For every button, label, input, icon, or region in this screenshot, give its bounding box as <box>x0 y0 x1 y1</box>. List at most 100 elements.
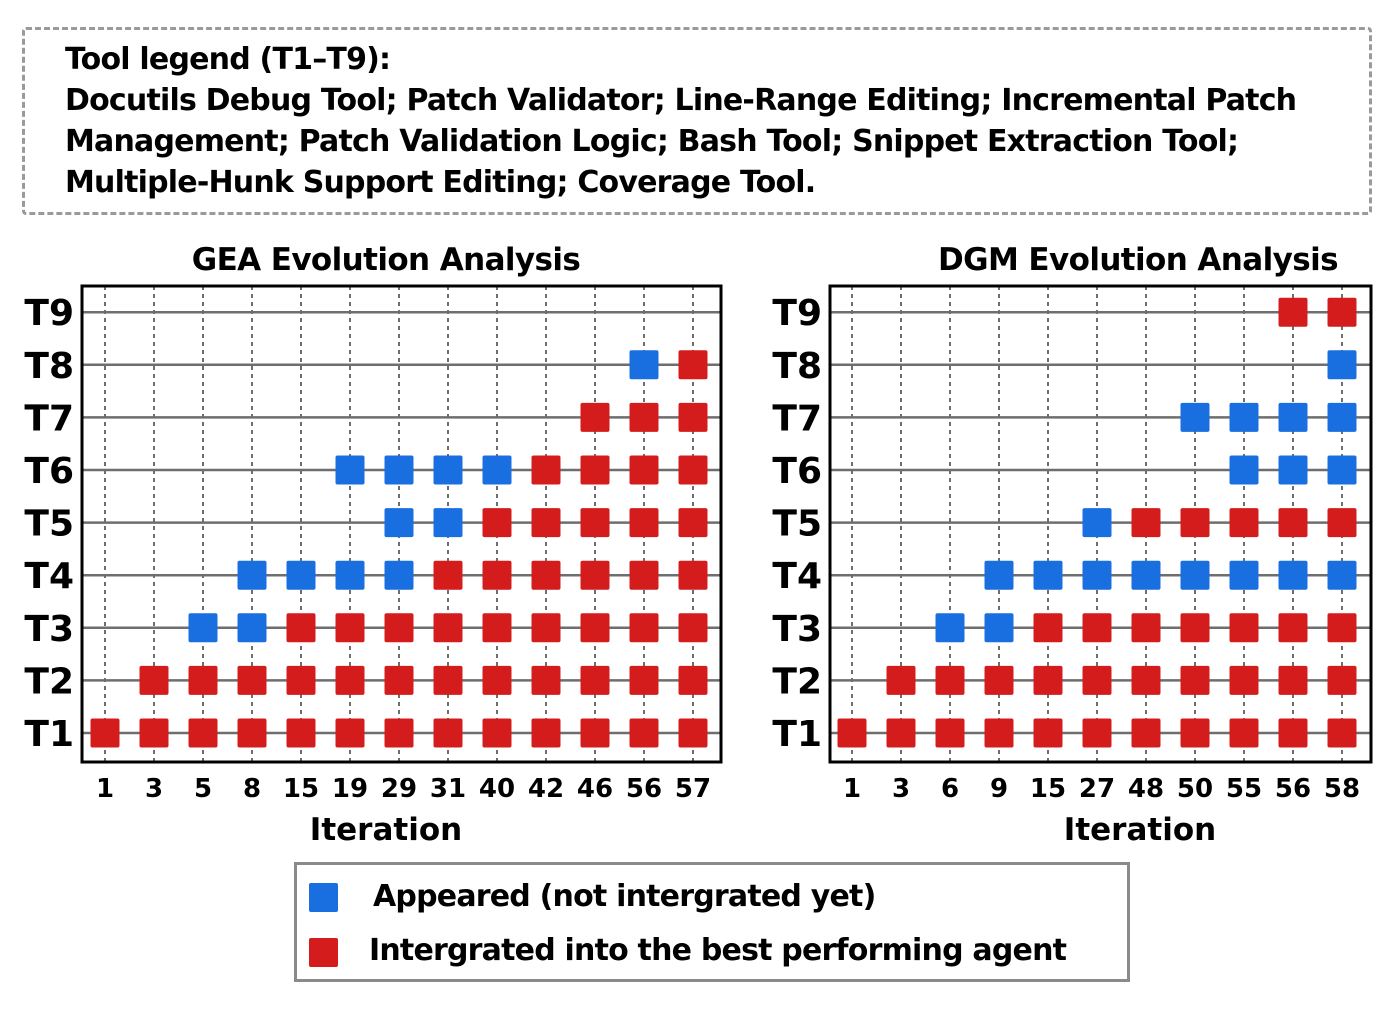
gea-marker-integrated-T4-56 <box>629 560 659 590</box>
gea-marker-integrated-T5-40 <box>482 508 512 538</box>
dgm-marker-appeared-T4-15 <box>1033 560 1063 590</box>
gea-marker-integrated-T1-56 <box>629 718 659 748</box>
dgm-marker-integrated-T2-15 <box>1033 665 1063 695</box>
gea-marker-integrated-T4-31 <box>433 560 463 590</box>
integrated-label: Intergrated into the best performing age… <box>369 933 1067 968</box>
dgm-marker-integrated-T5-58 <box>1327 508 1357 538</box>
gea-marker-appeared-T6-40 <box>482 455 512 485</box>
gea-marker-integrated-T2-5 <box>188 665 218 695</box>
gea-marker-integrated-T3-40 <box>482 613 512 643</box>
gea-marker-integrated-T2-19 <box>335 665 365 695</box>
gea-marker-integrated-T3-29 <box>384 613 414 643</box>
gea-marker-integrated-T4-57 <box>678 560 708 590</box>
gea-marker-integrated-T5-42 <box>531 508 561 538</box>
dgm-marker-integrated-T3-56 <box>1278 613 1308 643</box>
gea-xtick-29: 29 <box>381 774 417 804</box>
dgm-marker-integrated-T1-55 <box>1229 718 1259 748</box>
dgm-ytick-T4: T4 <box>772 556 822 597</box>
dgm-marker-integrated-T5-50 <box>1180 508 1210 538</box>
dgm-marker-integrated-T5-48 <box>1131 508 1161 538</box>
gea-marker-appeared-T3-8 <box>237 613 267 643</box>
gea-marker-integrated-T1-19 <box>335 718 365 748</box>
dgm-marker-integrated-T2-50 <box>1180 665 1210 695</box>
dgm-xtick-50: 50 <box>1177 774 1213 804</box>
gea-marker-integrated-T4-40 <box>482 560 512 590</box>
gea-marker-integrated-T1-42 <box>531 718 561 748</box>
gea-marker-appeared-T5-31 <box>433 508 463 538</box>
dgm-marker-appeared-T4-56 <box>1278 560 1308 590</box>
dgm-chart-title: DGM Evolution Analysis <box>938 242 1338 278</box>
gea-ytick-T9: T9 <box>24 293 74 334</box>
gea-marker-integrated-T4-46 <box>580 560 610 590</box>
integrated-swatch <box>309 938 338 967</box>
dgm-ytick-T6: T6 <box>772 451 822 492</box>
gea-marker-integrated-T1-40 <box>482 718 512 748</box>
dgm-xtick-9: 9 <box>990 774 1008 804</box>
gea-marker-integrated-T1-8 <box>237 718 267 748</box>
gea-xtick-46: 46 <box>577 774 613 804</box>
gea-marker-appeared-T3-5 <box>188 613 218 643</box>
dgm-marker-integrated-T2-58 <box>1327 665 1357 695</box>
dgm-ytick-T5: T5 <box>772 504 822 545</box>
gea-ytick-T3: T3 <box>24 609 74 650</box>
dgm-marker-integrated-T1-58 <box>1327 718 1357 748</box>
gea-marker-integrated-T6-56 <box>629 455 659 485</box>
dgm-marker-appeared-T4-9 <box>984 560 1014 590</box>
dgm-xtick-3: 3 <box>892 774 910 804</box>
dgm-marker-integrated-T1-50 <box>1180 718 1210 748</box>
dgm-ytick-T3: T3 <box>772 609 822 650</box>
dgm-marker-integrated-T1-15 <box>1033 718 1063 748</box>
gea-marker-integrated-T1-3 <box>139 718 169 748</box>
gea-marker-integrated-T6-46 <box>580 455 610 485</box>
gea-marker-appeared-T6-19 <box>335 455 365 485</box>
gea-marker-integrated-T5-46 <box>580 508 610 538</box>
gea-marker-integrated-T3-31 <box>433 613 463 643</box>
gea-marker-integrated-T1-5 <box>188 718 218 748</box>
dgm-ytick-T7: T7 <box>772 398 822 439</box>
dgm-marker-integrated-T1-48 <box>1131 718 1161 748</box>
gea-marker-integrated-T1-29 <box>384 718 414 748</box>
dgm-marker-integrated-T2-9 <box>984 665 1014 695</box>
gea-marker-integrated-T1-46 <box>580 718 610 748</box>
dgm-marker-appeared-T6-58 <box>1327 455 1357 485</box>
gea-marker-integrated-T2-42 <box>531 665 561 695</box>
gea-marker-integrated-T3-57 <box>678 613 708 643</box>
gea-marker-appeared-T8-56 <box>629 350 659 380</box>
gea-marker-integrated-T1-57 <box>678 718 708 748</box>
dgm-marker-appeared-T4-50 <box>1180 560 1210 590</box>
dgm-marker-integrated-T2-27 <box>1082 665 1112 695</box>
dgm-marker-appeared-T3-6 <box>935 613 965 643</box>
appeared-label: Appeared (not intergrated yet) <box>373 879 876 914</box>
gea-marker-integrated-T3-46 <box>580 613 610 643</box>
gea-marker-integrated-T4-42 <box>531 560 561 590</box>
dgm-marker-appeared-T6-56 <box>1278 455 1308 485</box>
dgm-marker-integrated-T1-6 <box>935 718 965 748</box>
dgm-marker-integrated-T2-48 <box>1131 665 1161 695</box>
tool-legend-line-3: Multiple-Hunk Support Editing; Coverage … <box>65 165 816 200</box>
gea-marker-integrated-T7-57 <box>678 402 708 432</box>
dgm-marker-integrated-T3-48 <box>1131 613 1161 643</box>
dgm-xtick-15: 15 <box>1030 774 1066 804</box>
gea-marker-integrated-T2-3 <box>139 665 169 695</box>
gea-xtick-3: 3 <box>145 774 163 804</box>
dgm-marker-appeared-T4-55 <box>1229 560 1259 590</box>
gea-marker-appeared-T6-31 <box>433 455 463 485</box>
dgm-marker-integrated-T2-56 <box>1278 665 1308 695</box>
gea-xlabel: Iteration <box>310 812 462 848</box>
gea-marker-integrated-T5-56 <box>629 508 659 538</box>
dgm-marker-appeared-T4-48 <box>1131 560 1161 590</box>
tool-legend-title: Tool legend (T1–T9): <box>65 42 391 77</box>
gea-ytick-T1: T1 <box>24 714 74 755</box>
dgm-ytick-T9: T9 <box>772 293 822 334</box>
gea-xtick-31: 31 <box>430 774 466 804</box>
gea-marker-integrated-T6-42 <box>531 455 561 485</box>
gea-xtick-19: 19 <box>332 774 368 804</box>
dgm-xtick-55: 55 <box>1226 774 1262 804</box>
evolution-charts: GEA Evolution Analysis T1 T2 T3 T4 T5 T6 T7 T8 T9… <box>24 242 1373 848</box>
gea-xtick-8: 8 <box>243 774 261 804</box>
dgm-marker-appeared-T6-55 <box>1229 455 1259 485</box>
gea-xtick-40: 40 <box>479 774 515 804</box>
dgm-marker-integrated-T2-6 <box>935 665 965 695</box>
dgm-marker-appeared-T4-58 <box>1327 560 1357 590</box>
dgm-marker-integrated-T1-56 <box>1278 718 1308 748</box>
